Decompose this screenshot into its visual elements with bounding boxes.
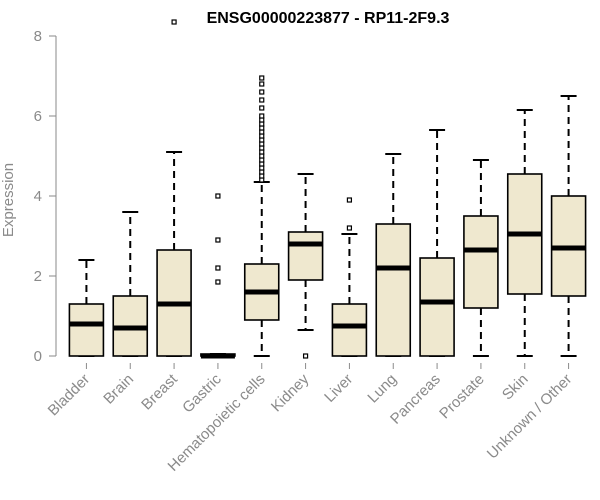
box-rect-7 [375, 223, 412, 357]
x-tick-label-9: Prostate [436, 371, 488, 423]
outlier-3-2 [215, 265, 221, 271]
outlier-4-0 [259, 177, 265, 183]
y-tick-label-3: 6 [34, 108, 42, 125]
box-7 [375, 153, 412, 357]
box-rect-9 [463, 215, 499, 309]
box-9 [463, 159, 499, 357]
x-tick-label-2: Breast [138, 370, 181, 413]
y-axis-label: Expression [0, 163, 17, 237]
box-rect-0 [68, 303, 105, 357]
outlier-6-1 [346, 225, 353, 231]
box-3 [200, 193, 236, 359]
y-tick-label-4: 8 [34, 28, 42, 45]
x-tick-label-0: Bladder [45, 371, 94, 420]
outlier-4-12 [259, 129, 265, 135]
outlier-2-0 [171, 19, 177, 25]
outlier-4-5 [259, 157, 265, 163]
box-11 [550, 95, 587, 357]
x-tick-label-1: Brain [100, 371, 137, 408]
outlier-4-18 [259, 97, 265, 103]
outlier-6-0 [346, 197, 353, 203]
outlier-4-3 [259, 165, 265, 171]
outlier-4-19 [259, 89, 265, 95]
box-8 [419, 129, 455, 357]
box-4 [243, 75, 280, 357]
boxes-group [68, 19, 587, 359]
outlier-4-11 [259, 133, 265, 139]
y-tick-label-0: 0 [34, 348, 42, 365]
outlier-4-17 [259, 105, 265, 111]
outlier-4-4 [259, 161, 265, 167]
x-tick-label-5: Kidney [268, 370, 313, 415]
x-tick-label-7: Lung [364, 371, 400, 407]
box-rect-5 [287, 231, 324, 281]
outlier-3-0 [215, 193, 221, 199]
chart-title: ENSG00000223877 - RP11-2F9.3 [207, 10, 450, 27]
outlier-4-1 [259, 173, 265, 179]
box-0 [68, 259, 105, 357]
box-2 [156, 19, 192, 357]
box-6 [331, 197, 368, 357]
box-rect-8 [419, 257, 455, 357]
box-1 [112, 211, 149, 357]
outlier-3-1 [215, 237, 221, 243]
box-5 [287, 173, 324, 359]
outlier-4-7 [259, 149, 265, 155]
x-tick-label-10: Skin [499, 371, 532, 404]
outlier-4-16 [259, 113, 265, 119]
outlier-4-2 [259, 169, 265, 175]
box-rect-6 [331, 303, 368, 357]
outlier-4-9 [259, 141, 265, 147]
outlier-4-6 [259, 153, 265, 159]
box-10 [506, 109, 543, 357]
y-tick-label-1: 2 [34, 268, 42, 285]
outlier-3-3 [215, 279, 221, 285]
outlier-4-20 [259, 81, 265, 87]
y-tick-label-2: 4 [34, 188, 42, 205]
outlier-4-8 [259, 145, 265, 151]
outlier-5-0 [302, 353, 309, 359]
outlier-4-21 [259, 75, 265, 81]
outlier-4-10 [259, 137, 265, 143]
x-tick-label-6: Liver [321, 371, 356, 406]
y-axis: 0 2 4 6 8 [34, 28, 57, 365]
